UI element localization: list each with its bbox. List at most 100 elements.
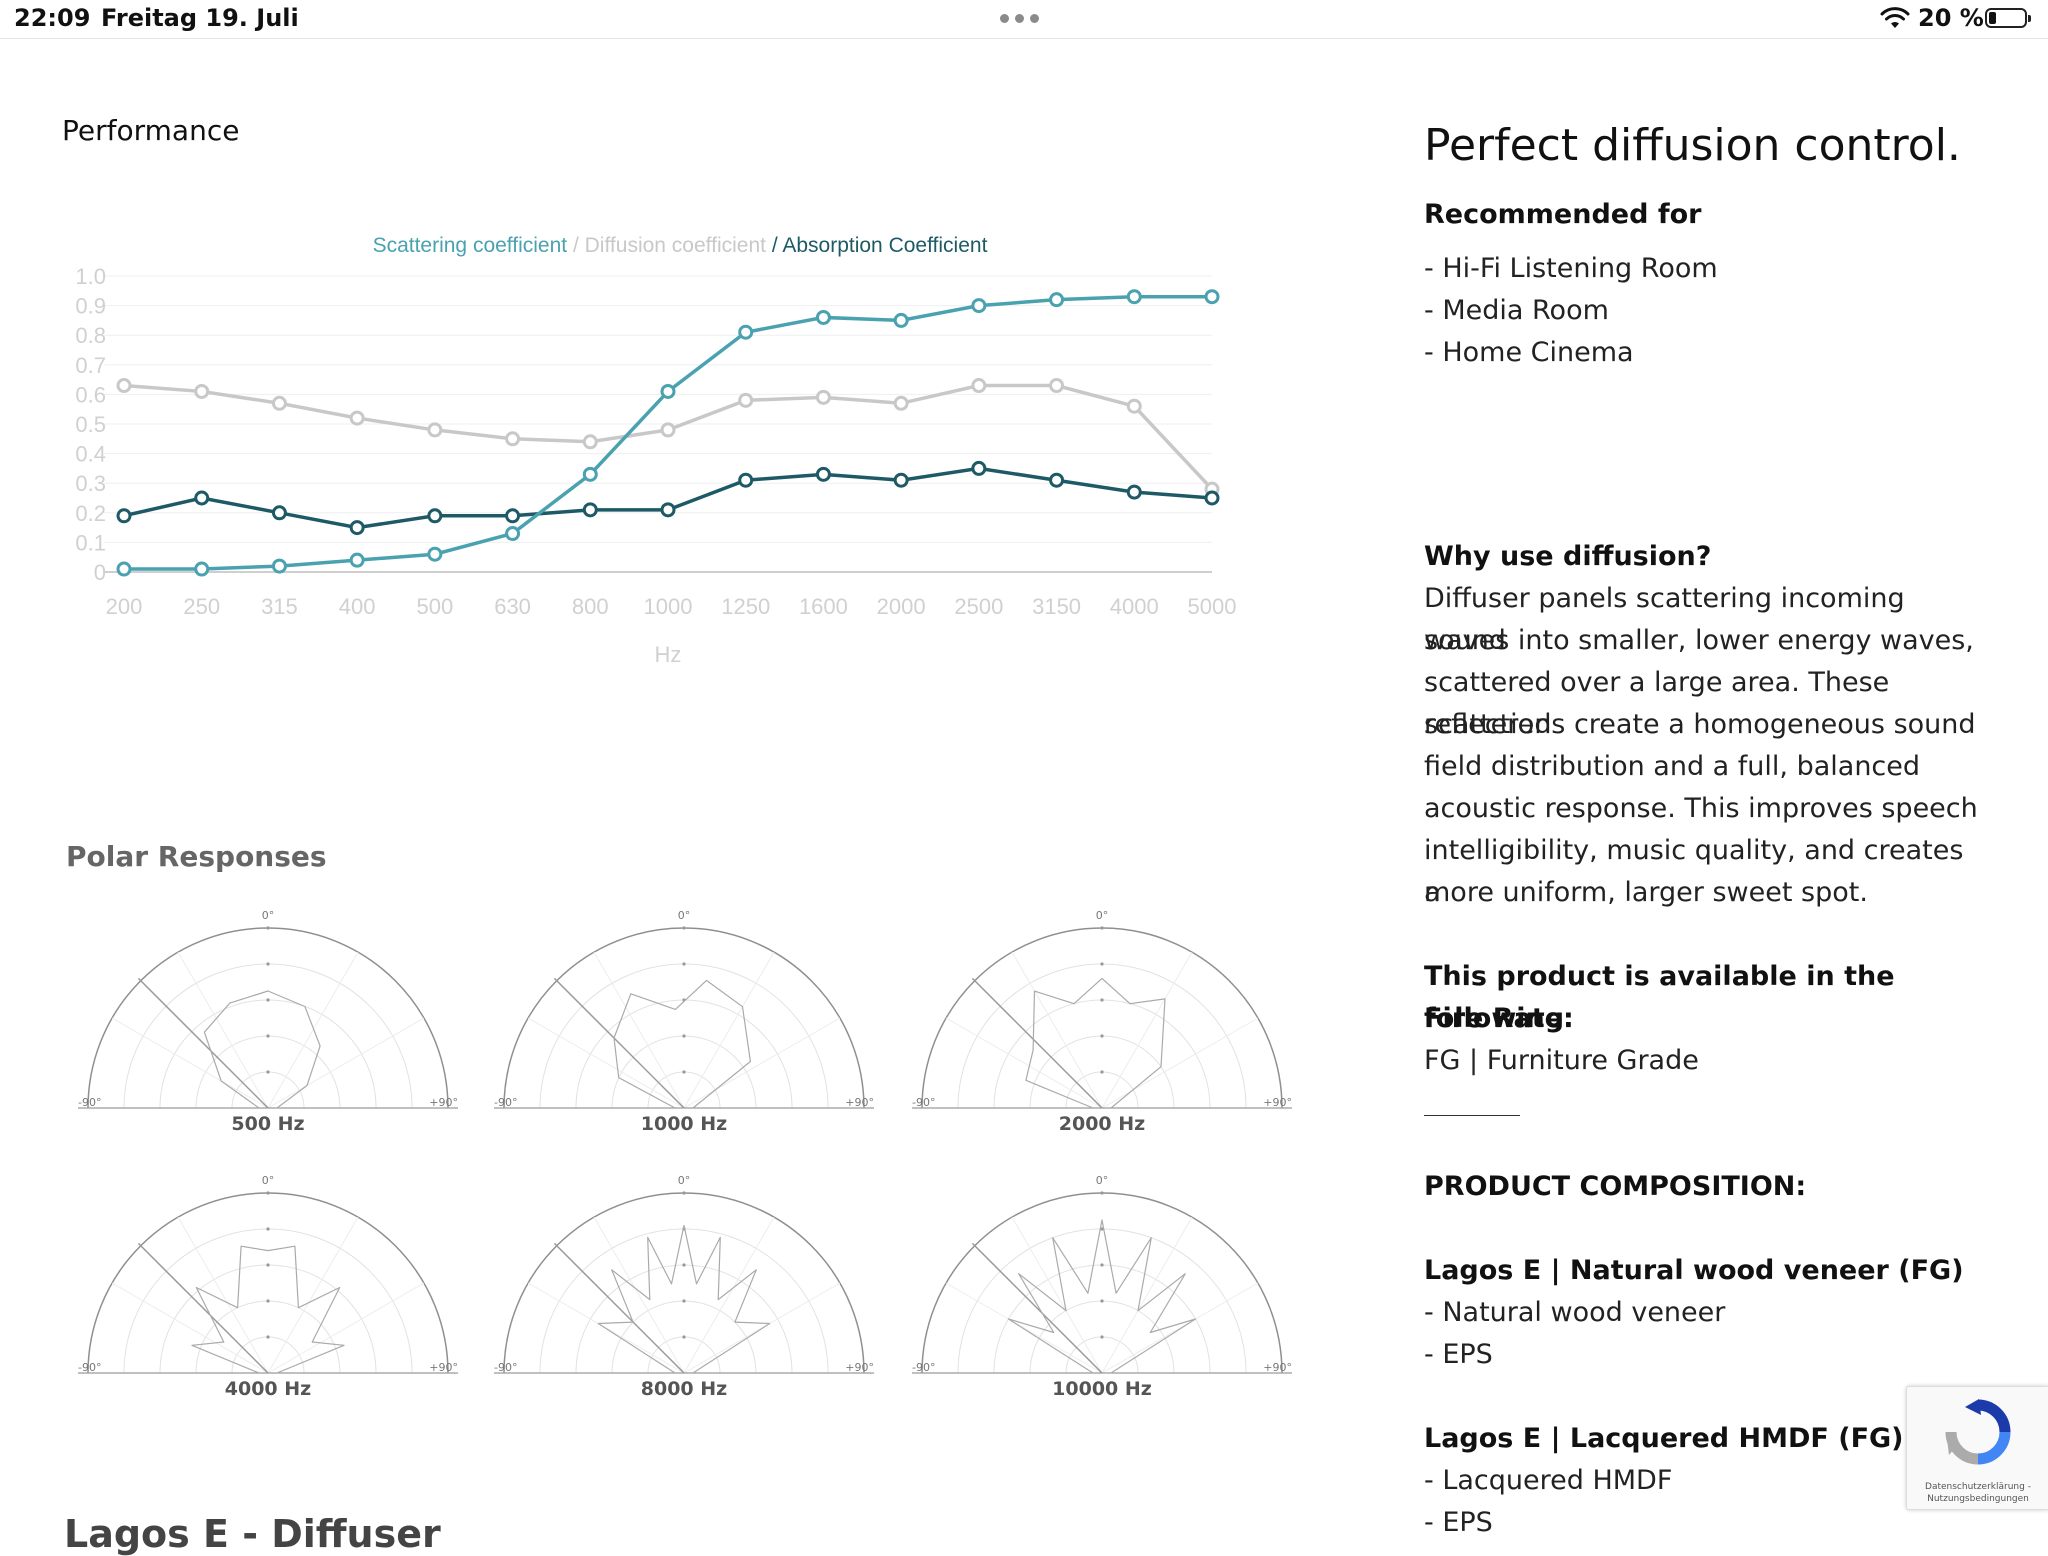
polar-tick-dot — [1100, 1263, 1104, 1267]
data-point — [738, 472, 754, 488]
polar-reference-line — [553, 977, 685, 1109]
recaptcha-links[interactable]: Datenschutzerklärung - Nutzungsbedingung… — [1925, 1482, 2031, 1504]
data-point — [427, 508, 443, 524]
data-point — [271, 505, 287, 521]
polar-spoke — [945, 1017, 1103, 1109]
x-tick-label: 1600 — [799, 594, 848, 619]
legend-scattering[interactable]: Scattering coefficient — [372, 234, 568, 257]
data-point — [116, 378, 132, 394]
y-tick-label: 0.9 — [75, 294, 106, 319]
headline: Perfect diffusion control. — [1424, 120, 1961, 171]
data-point — [660, 502, 676, 518]
polar-spoke — [1011, 951, 1103, 1109]
data-point — [971, 460, 987, 476]
polar-angle-label: -90° — [494, 1361, 517, 1374]
polar-angle-label: +90° — [429, 1096, 458, 1109]
multitasking-dots-icon[interactable] — [1000, 14, 1039, 23]
polar-ring — [231, 1071, 305, 1109]
x-tick-label: 5000 — [1188, 594, 1237, 619]
x-tick-label: 2000 — [877, 594, 926, 619]
polar-plot: 0° -90° +90° 4000 Hz — [78, 1170, 458, 1400]
polar-plot: 0° -90° +90° 500 Hz — [78, 905, 458, 1135]
x-tick-label: 1000 — [644, 594, 693, 619]
composition-item: - EPS — [1424, 1507, 1493, 1538]
polar-tick-dot — [266, 998, 270, 1002]
polar-tick-dot — [266, 1070, 270, 1074]
recaptcha-badge[interactable]: Datenschutzerklärung - Nutzungsbedingung… — [1906, 1386, 2048, 1510]
polar-tick-dot — [1100, 1227, 1104, 1231]
polar-ring — [159, 1264, 377, 1374]
polar-ring — [993, 1264, 1211, 1374]
polar-angle-label: +90° — [845, 1361, 874, 1374]
x-tick-label: 630 — [494, 594, 531, 619]
composition-title: PRODUCT COMPOSITION: — [1424, 1171, 1807, 1202]
polar-spoke — [593, 1216, 685, 1374]
why-text-line: waves into smaller, lower energy waves, — [1424, 625, 1974, 656]
data-point — [738, 392, 754, 408]
polar-tick-dot — [682, 1263, 686, 1267]
data-point — [1049, 378, 1065, 394]
polar-response-curve — [191, 1245, 345, 1374]
polar-tick-dot — [1100, 1335, 1104, 1339]
polar-response-curve — [1025, 977, 1166, 1109]
polar-spoke — [945, 1282, 1103, 1374]
data-point — [427, 422, 443, 438]
polar-plot: 0° -90° +90° 8000 Hz — [494, 1170, 874, 1400]
polar-tick-dot — [266, 1263, 270, 1267]
polar-response-curve — [203, 990, 321, 1109]
polar-angle-label: -90° — [494, 1096, 517, 1109]
polar-tick-dot — [1100, 1191, 1104, 1195]
recommended-item: - Hi-Fi Listening Room — [1424, 253, 1718, 284]
composition-item: - Natural wood veneer — [1424, 1297, 1726, 1328]
polar-tick-dot — [682, 1070, 686, 1074]
polar-reference-line — [137, 977, 269, 1109]
polar-response-curve — [613, 979, 751, 1109]
legend-absorption[interactable]: Absorption Coefficient — [782, 234, 988, 257]
polar-tick-dot — [266, 1299, 270, 1303]
polar-plot: 0° -90° +90° 1000 Hz — [494, 905, 874, 1135]
data-point — [505, 508, 521, 524]
polar-spoke — [267, 1216, 359, 1374]
polar-tick-dot — [266, 1227, 270, 1231]
polar-tick-dot — [266, 1034, 270, 1038]
polar-frequency-label: 4000 Hz — [224, 1378, 312, 1400]
data-point — [893, 472, 909, 488]
composition-variant-title: Lagos E | Natural wood veneer (FG) — [1424, 1255, 1964, 1286]
y-tick-label: 0.3 — [75, 471, 106, 496]
data-point — [815, 389, 831, 405]
polar-spoke — [1011, 1216, 1103, 1374]
polar-ring — [87, 927, 449, 1109]
data-point — [582, 434, 598, 450]
polar-spoke — [267, 1017, 425, 1109]
recommended-item: - Home Cinema — [1424, 337, 1634, 368]
polar-ring — [1065, 1336, 1139, 1374]
status-time: 22:09 — [14, 4, 91, 32]
polar-chart: 0° -90° +90° — [78, 909, 458, 1109]
x-tick-label: 1250 — [721, 594, 770, 619]
polar-spoke — [1101, 1282, 1259, 1374]
why-text-line: reflections create a homogeneous sound — [1424, 709, 1976, 740]
x-tick-label: 800 — [572, 594, 609, 619]
why-text-line: field distribution and a full, balanced — [1424, 751, 1921, 782]
y-tick-label: 0.6 — [75, 382, 106, 407]
data-point — [660, 383, 676, 399]
x-tick-label: 250 — [183, 594, 220, 619]
polar-reference-line — [553, 1242, 685, 1374]
data-point — [971, 298, 987, 314]
polar-angle-label: -90° — [912, 1096, 935, 1109]
polar-ring — [993, 999, 1211, 1109]
composition-item: - EPS — [1424, 1339, 1493, 1370]
polar-frequency-label: 8000 Hz — [640, 1378, 728, 1400]
why-text-line: intelligibility, music quality, and crea… — [1424, 835, 1964, 908]
polar-spoke — [177, 951, 269, 1109]
polar-angle-label: 0° — [1096, 1174, 1109, 1187]
polar-ring — [647, 1071, 721, 1109]
data-point — [116, 561, 132, 577]
data-point — [194, 490, 210, 506]
polar-responses-title: Polar Responses — [66, 840, 327, 873]
legend-diffusion[interactable]: Diffusion coefficient — [584, 234, 766, 257]
chart-legend: Scattering coefficient / Diffusion coeff… — [0, 234, 1360, 258]
polar-tick-dot — [682, 1299, 686, 1303]
battery-icon — [1985, 8, 2031, 28]
fire-rate-value: FG | Furniture Grade — [1424, 1045, 1699, 1076]
